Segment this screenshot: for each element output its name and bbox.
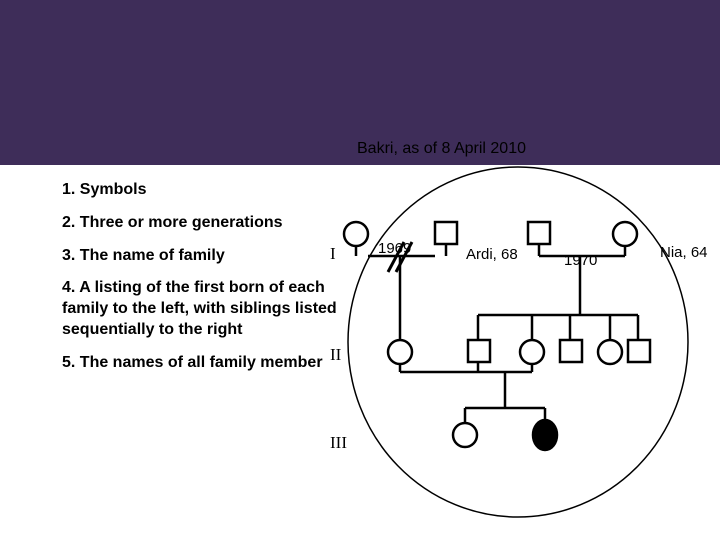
female-icon [388, 340, 412, 364]
female-icon [613, 222, 637, 246]
male-icon [468, 340, 490, 362]
year-label: 1969 [378, 240, 411, 257]
genogram-svg [310, 160, 720, 530]
female-icon [344, 222, 368, 246]
person-label: Nia, 64 [660, 244, 708, 261]
female-icon [598, 340, 622, 364]
male-icon [560, 340, 582, 362]
male-icon [435, 222, 457, 244]
generation-label-2: II [330, 345, 341, 365]
generation-label-1: I [330, 244, 336, 264]
subtitle: Bakri, as of 8 April 2010 [357, 140, 526, 158]
criteria-list: 1. Symbols 2. Three or more generations … [62, 180, 352, 386]
female-icon [520, 340, 544, 364]
list-item: 2. Three or more generations [62, 213, 352, 234]
male-icon [628, 340, 650, 362]
list-item: 4. A listing of the first born of each f… [62, 278, 352, 340]
family-boundary [348, 167, 688, 517]
year-label: 1970 [564, 252, 597, 269]
person-label: Ardi, 68 [466, 246, 518, 263]
male-icon [528, 222, 550, 244]
list-item: 3. The name of family [62, 246, 352, 267]
generation-label-3: III [330, 433, 347, 453]
genogram-diagram: I II III 1969 Ardi, 68 1970 Nia, 64 [310, 160, 720, 530]
list-item: 1. Symbols [62, 180, 352, 201]
female-icon-filled [533, 420, 557, 450]
list-item: 5. The names of all family member [62, 353, 352, 374]
female-icon [453, 423, 477, 447]
